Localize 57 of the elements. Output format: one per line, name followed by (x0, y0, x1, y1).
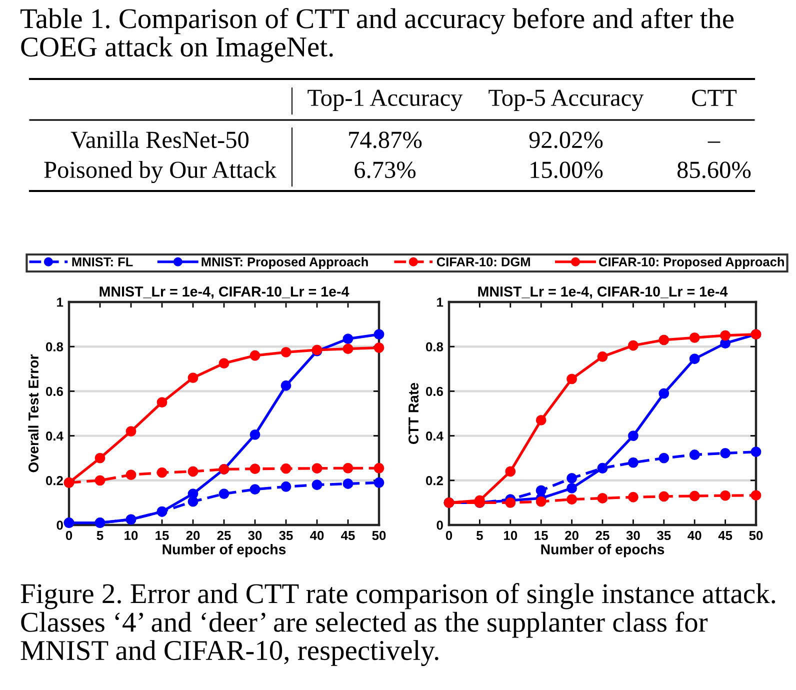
x-tick-label: 25 (596, 530, 610, 540)
y-tick-label: 0.2 (46, 476, 63, 486)
y-tick-label: 0.8 (426, 342, 444, 352)
x-tick-label: 45 (718, 531, 732, 540)
text: 15.00% (530, 162, 603, 178)
x-tick-label: 15 (534, 531, 548, 540)
x-tick-label: 30 (248, 530, 262, 540)
text: 85.60% (677, 162, 751, 178)
y-tick-label: 0.2 (426, 476, 443, 486)
text: 92.02% (529, 132, 603, 148)
category-label: Poisoned by Our Attack (44, 160, 276, 184)
y-tick-label: 0.6 (46, 386, 63, 396)
x-tick-label: 10 (124, 530, 138, 540)
text: 6.73% (354, 162, 416, 178)
y-tick-label: 0.8 (46, 342, 64, 352)
x-tick-label: 5 (96, 531, 104, 540)
x-tick-label: 0 (446, 530, 452, 540)
y-tick-label: 1 (57, 298, 64, 307)
x-tick-label: 10 (504, 530, 518, 540)
x-axis-title: Number of epochs (541, 544, 664, 558)
caption: Figure 2. Error and CTT rate comparison of single instance attack. Classes ‘4’ and ‘deer’ are selected as the supplanter class for MNIST and CIFAR-10, respectively. (20, 583, 776, 666)
category-label: Vanilla ResNet-50 (70, 130, 248, 148)
chart-title: MNIST_Lr = 1e-4, CIFAR-10_Lr = 1e-4 (100, 286, 350, 299)
x-tick-label: 20 (565, 530, 578, 540)
category-label: Top-5 Accuracy (488, 90, 644, 112)
y-tick-label: 0.6 (426, 386, 443, 396)
legend-label: CIFAR-10: Proposed Approach (599, 257, 784, 269)
y-tick-label: 1 (437, 298, 444, 307)
x-tick-label: 35 (657, 530, 671, 540)
x-tick-label: 15 (156, 531, 169, 540)
category-label: CTT (692, 90, 737, 106)
x-tick-label: 50 (749, 530, 763, 540)
y-tick-label: 0 (436, 520, 443, 530)
text: 74.87% (349, 132, 422, 148)
x-tick-label: 45 (341, 531, 355, 540)
x-tick-label: 40 (688, 530, 702, 540)
category-label: Top-1 Accuracy (308, 90, 463, 112)
y-tick-label: 0.4 (46, 431, 64, 441)
y-axis-title: Overall Test Error (28, 354, 39, 472)
y-axis-title: CTT Rate (408, 382, 419, 444)
x-tick-label: 30 (626, 530, 640, 540)
legend-label: CIFAR-10: DGM (436, 257, 530, 266)
y-tick-label: 0.4 (426, 431, 444, 441)
x-tick-label: 35 (279, 530, 293, 540)
legend-label: MNIST: Proposed Approach (202, 257, 368, 269)
text: – (708, 142, 720, 143)
chart-title: MNIST_Lr = 1e-4, CIFAR-10_Lr = 1e-4 (478, 286, 728, 299)
x-tick-label: 25 (217, 530, 231, 540)
y-tick-label: 0 (56, 520, 63, 530)
x-tick-label: 0 (66, 530, 72, 540)
x-tick-label: 50 (372, 530, 386, 540)
x-tick-label: 20 (186, 530, 200, 540)
x-tick-label: 40 (310, 530, 324, 540)
text: Table 1. Comparison of CTT and accuracy before and after the COEG attack on ImageNet. (20, 8, 734, 62)
legend-label: MNIST: FL (72, 257, 133, 266)
x-tick-label: 5 (476, 531, 483, 540)
x-axis-title: Number of epochs (162, 544, 286, 558)
